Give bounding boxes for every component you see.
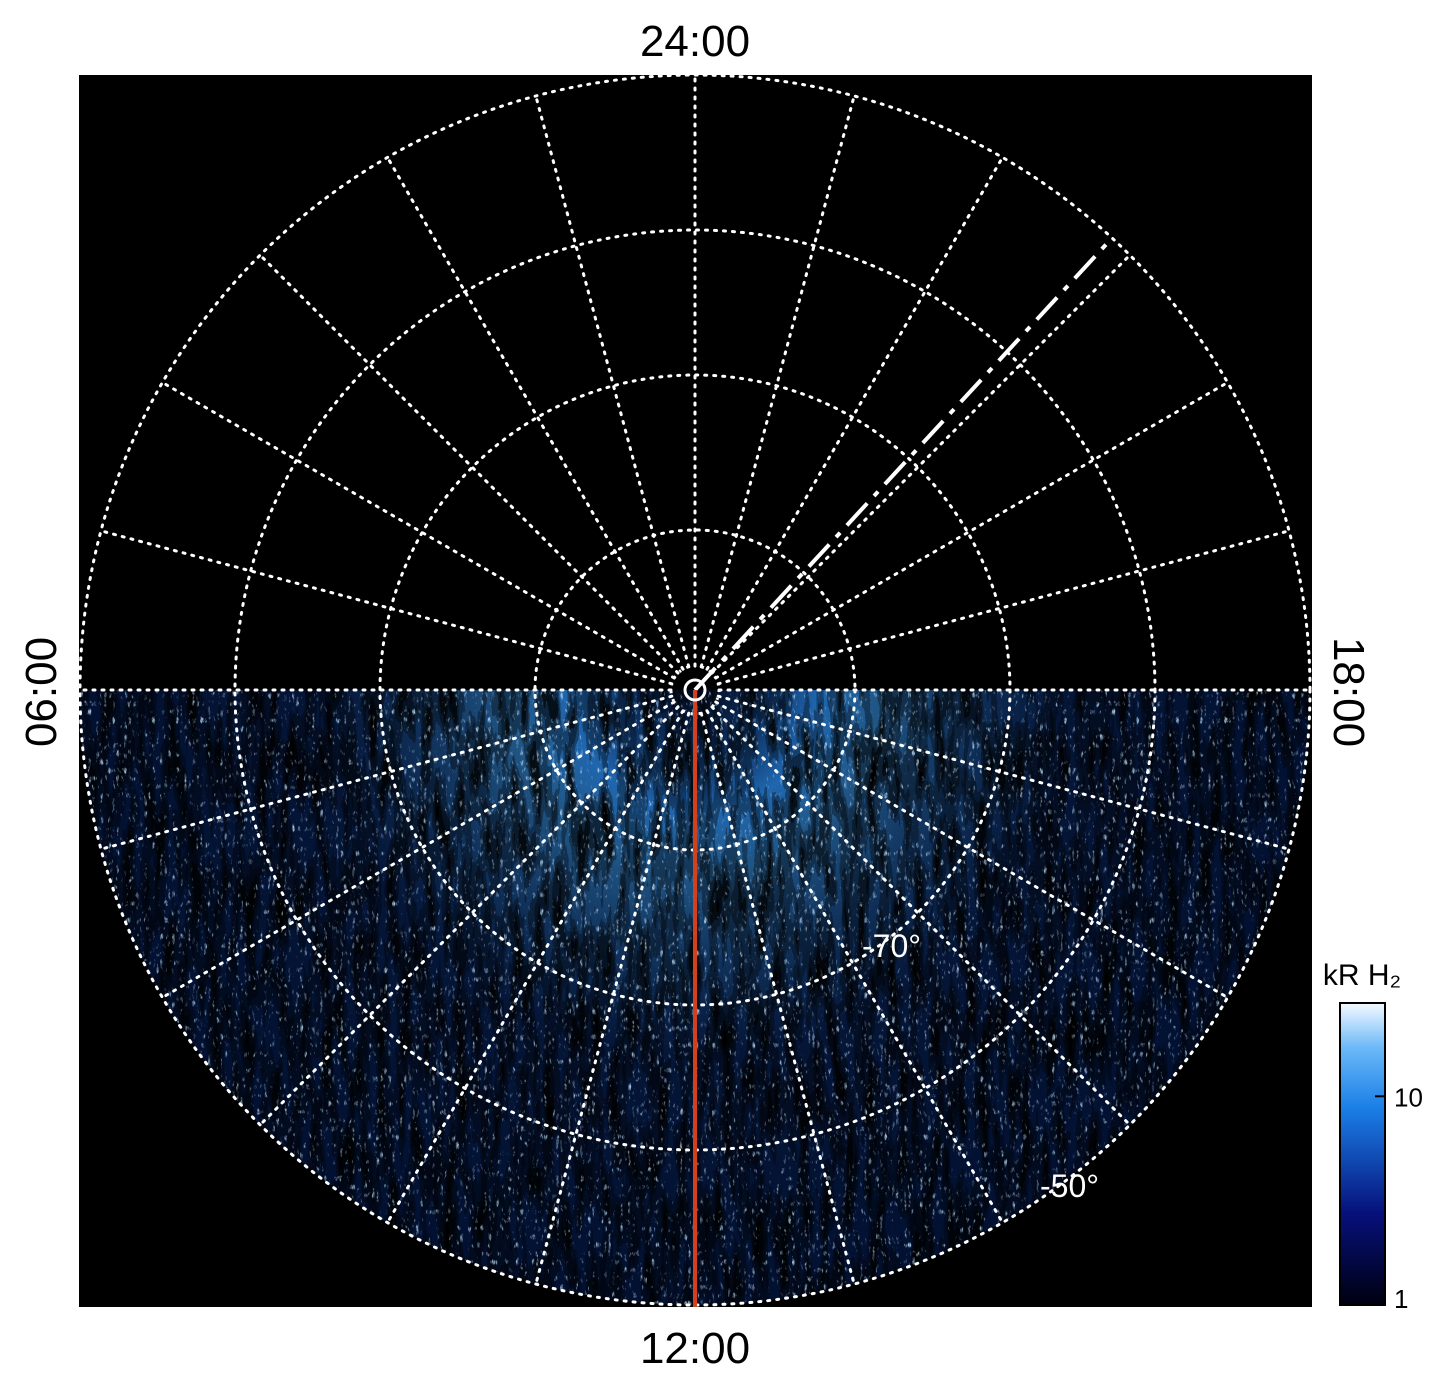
meridian bbox=[714, 700, 1230, 999]
meridian bbox=[258, 253, 680, 675]
meridian bbox=[705, 155, 1004, 671]
time-label: 12:00 bbox=[640, 1324, 750, 1373]
meridian bbox=[710, 705, 1132, 1127]
colorbar-tick-label: 1 bbox=[1394, 1284, 1408, 1314]
time-label: 18:00 bbox=[1324, 637, 1373, 747]
colorbar-tick-label: 10 bbox=[1394, 1082, 1423, 1112]
time-label: 24:00 bbox=[640, 17, 750, 66]
meridian bbox=[258, 705, 680, 1127]
meridian bbox=[534, 711, 691, 1286]
colorbar-ticks: 1 10 bbox=[1375, 1082, 1423, 1314]
meridian bbox=[386, 155, 685, 671]
meridian bbox=[716, 529, 1291, 686]
meridian bbox=[534, 94, 691, 669]
meridian bbox=[710, 253, 1132, 675]
meridian bbox=[716, 694, 1291, 851]
pole-marker bbox=[683, 678, 707, 702]
meridian bbox=[705, 709, 1004, 1225]
meridian bbox=[699, 94, 856, 669]
meridian bbox=[160, 381, 676, 680]
pole-ring bbox=[669, 664, 721, 716]
meridian bbox=[160, 700, 676, 999]
meridian bbox=[99, 694, 674, 851]
colorbar bbox=[1339, 1002, 1386, 1306]
meridian bbox=[714, 381, 1230, 680]
meridian bbox=[699, 711, 856, 1286]
colorbar-label: kR H₂ bbox=[1323, 959, 1401, 992]
latitude-label: -50° bbox=[1040, 1168, 1099, 1204]
dashed-meridian bbox=[693, 236, 1114, 692]
meridian bbox=[386, 709, 685, 1225]
latitude-label: -70° bbox=[862, 928, 921, 964]
time-label: 06:00 bbox=[17, 637, 66, 747]
meridian bbox=[99, 529, 674, 686]
